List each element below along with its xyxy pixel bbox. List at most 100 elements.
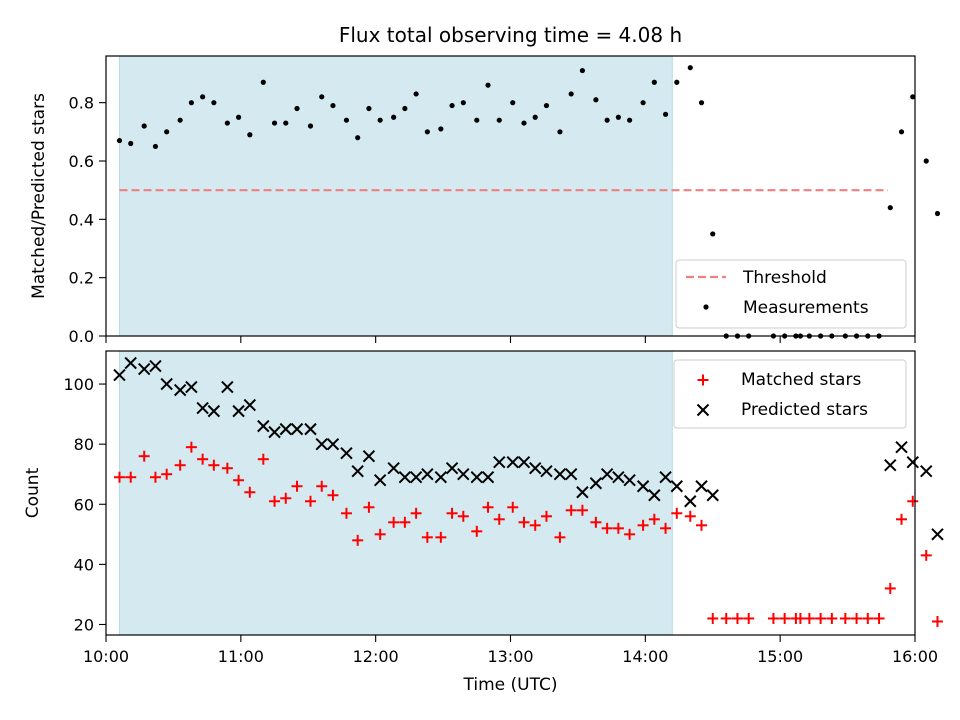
measurement-point bbox=[413, 91, 419, 97]
predicted-point bbox=[315, 437, 328, 451]
bottom-panel: 20 40 60 80 100 10:00 11:00 12:00 13:00 14:00 15:… bbox=[23, 350, 944, 695]
measurement-point bbox=[532, 114, 538, 120]
bottom-y-ticks: 20 40 60 80 100 bbox=[63, 375, 106, 634]
matched-point bbox=[839, 612, 851, 624]
matched-point bbox=[363, 501, 375, 513]
measurement-point bbox=[366, 105, 372, 112]
measurement-point bbox=[662, 111, 669, 117]
measurement-point bbox=[485, 82, 491, 88]
measurement-point bbox=[698, 100, 705, 106]
matched-point bbox=[421, 531, 433, 543]
measurement-point bbox=[543, 102, 550, 109]
matched-point bbox=[684, 510, 696, 522]
measurement-point bbox=[141, 123, 147, 129]
matched-point bbox=[540, 510, 552, 522]
legend-predicted-label: Predicted stars bbox=[741, 400, 868, 420]
predicted-point bbox=[670, 480, 684, 493]
measurement-point bbox=[521, 120, 527, 126]
matched-point bbox=[529, 519, 541, 531]
measurement-point bbox=[496, 117, 502, 123]
legend-threshold-label: Threshold bbox=[742, 268, 827, 288]
matched-point bbox=[720, 612, 732, 624]
bottom-legend: Matched stars Predicted stars bbox=[673, 359, 907, 429]
legend-matched-label: Matched stars bbox=[741, 370, 861, 390]
measurement-point bbox=[152, 143, 159, 150]
x-tick-label: 15:00 bbox=[757, 647, 803, 666]
predicted-point bbox=[553, 468, 567, 481]
matched-point bbox=[920, 549, 932, 561]
matched-point bbox=[648, 513, 660, 525]
y-tick-label: 80 bbox=[74, 435, 94, 454]
measurement-point bbox=[330, 102, 336, 109]
predicted-point bbox=[351, 465, 364, 478]
measurement-point bbox=[934, 210, 941, 217]
y-tick-label: 100 bbox=[63, 375, 94, 394]
predicted-point bbox=[160, 377, 173, 391]
matched-point bbox=[612, 522, 624, 534]
top-panel: 0.00.20.40.60.8 Matched/Predicted stars … bbox=[29, 55, 941, 346]
matched-point bbox=[482, 501, 494, 513]
x-tick-label: 10:00 bbox=[83, 647, 129, 666]
predicted-point bbox=[185, 380, 198, 394]
predicted-point bbox=[421, 468, 434, 481]
measurement-point bbox=[474, 117, 480, 123]
predicted-point bbox=[268, 425, 281, 439]
matched-point bbox=[576, 504, 588, 516]
matched-point bbox=[457, 510, 469, 522]
matched-point bbox=[896, 513, 908, 525]
matched-point bbox=[161, 468, 173, 480]
measurement-point bbox=[510, 100, 516, 106]
matched-point bbox=[779, 612, 791, 624]
predicted-point bbox=[304, 422, 317, 436]
predicted-point bbox=[920, 465, 933, 478]
matched-point bbox=[113, 471, 125, 483]
predicted-point bbox=[481, 471, 495, 484]
predicted-point bbox=[221, 380, 234, 394]
measurement-point bbox=[235, 114, 242, 120]
matched-point bbox=[446, 507, 458, 519]
predicted-point bbox=[623, 474, 636, 487]
predicted-point bbox=[684, 495, 697, 508]
measurement-point bbox=[651, 79, 657, 85]
measurement-point bbox=[307, 123, 314, 129]
measurement-point bbox=[568, 91, 574, 97]
measurement-point bbox=[923, 158, 929, 164]
top-y-ticks: 0.0 0.2 0.4 0.6 0.8 bbox=[69, 94, 106, 346]
matched-point bbox=[671, 507, 683, 519]
predicted-point bbox=[196, 401, 209, 415]
predicted-point bbox=[457, 468, 470, 481]
predicted-point bbox=[600, 468, 614, 481]
matched-point bbox=[352, 534, 364, 546]
predicted-point bbox=[434, 471, 448, 484]
y-tick-label: 0.8 bbox=[69, 94, 94, 113]
y-tick-label: 0.4 bbox=[69, 210, 94, 229]
legend-measurements-label: Measurements bbox=[743, 298, 869, 318]
measurement-point bbox=[627, 117, 633, 123]
matched-point bbox=[138, 450, 150, 462]
measurement-point bbox=[687, 65, 693, 71]
matched-point bbox=[233, 474, 245, 486]
predicted-point bbox=[931, 528, 944, 541]
predicted-point bbox=[207, 404, 221, 418]
legend-plus bbox=[697, 374, 709, 386]
matched-point bbox=[565, 504, 577, 516]
matched-point bbox=[280, 492, 292, 504]
legend-cross bbox=[696, 403, 710, 417]
matched-point bbox=[624, 528, 636, 540]
predicted-point bbox=[232, 404, 245, 418]
matched-point bbox=[815, 612, 827, 624]
measurement-point bbox=[579, 67, 586, 74]
predicted-point bbox=[506, 455, 519, 469]
predicted-point bbox=[362, 449, 376, 463]
predicted-point bbox=[387, 461, 400, 475]
x-tick-label: 14:00 bbox=[622, 647, 668, 666]
matched-point bbox=[269, 495, 281, 507]
predicted-point bbox=[124, 356, 137, 370]
predicted-point bbox=[279, 422, 292, 436]
measurement-point bbox=[557, 129, 563, 135]
predicted-point bbox=[257, 419, 270, 433]
predicted-point bbox=[706, 489, 719, 502]
matched-point bbox=[767, 612, 779, 624]
measurement-point bbox=[188, 100, 194, 106]
